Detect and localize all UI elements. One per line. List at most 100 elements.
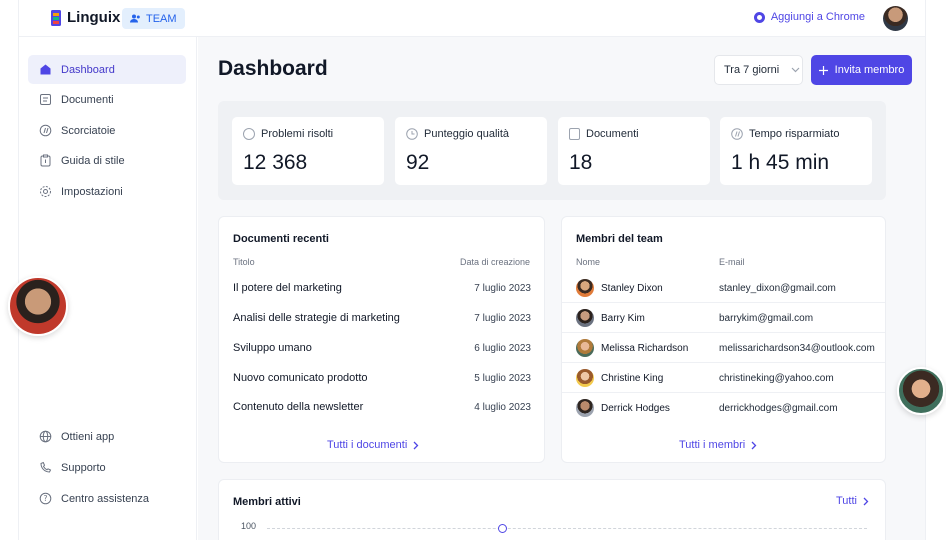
all-members-label: Tutti i membri bbox=[679, 439, 746, 451]
date-range-select[interactable]: Tra 7 giorni bbox=[714, 55, 803, 85]
info-circle-icon bbox=[243, 128, 255, 140]
sidebar-item-label: Scorciatoie bbox=[61, 124, 116, 137]
shortcut-icon bbox=[39, 124, 52, 137]
help-icon: ? bbox=[39, 492, 52, 505]
stat-card-quality: Punteggio qualità 92 bbox=[395, 117, 547, 185]
sidebar-item-support[interactable]: Supporto bbox=[28, 453, 186, 482]
document-date: 6 luglio 2023 bbox=[474, 343, 531, 354]
table-row[interactable]: Stanley Dixon stanley_dixon@gmail.com bbox=[562, 273, 885, 303]
member-name: Christine King bbox=[601, 373, 664, 384]
stat-label: Documenti bbox=[586, 128, 639, 140]
decorative-avatar bbox=[8, 276, 68, 336]
stat-card-issues: Problemi risolti 12 368 bbox=[232, 117, 384, 185]
card-title: Documenti recenti bbox=[233, 233, 329, 245]
clock-icon bbox=[406, 128, 418, 140]
card-title: Membri del team bbox=[576, 233, 663, 245]
sidebar-item-dashboard[interactable]: Dashboard bbox=[28, 55, 186, 84]
invite-member-label: Invita membro bbox=[834, 64, 905, 76]
document-date: 7 luglio 2023 bbox=[474, 283, 531, 294]
globe-icon bbox=[39, 430, 52, 443]
document-title: Analisi delle strategie di marketing bbox=[233, 312, 400, 324]
document-title: Contenuto della newsletter bbox=[233, 401, 364, 413]
document-date: 4 luglio 2023 bbox=[474, 402, 531, 413]
date-range-value: Tra 7 giorni bbox=[724, 64, 780, 76]
all-documents-label: Tutti i documenti bbox=[327, 439, 408, 451]
add-to-chrome-link[interactable]: Aggiungi a Chrome bbox=[753, 11, 865, 23]
team-badge[interactable]: TEAM bbox=[122, 8, 185, 29]
sidebar-item-label: Impostazioni bbox=[61, 185, 123, 198]
avatar bbox=[576, 339, 594, 357]
svg-text:?: ? bbox=[44, 494, 48, 503]
document-title: Il potere del marketing bbox=[233, 282, 342, 294]
stat-card-documents: Documenti 18 bbox=[558, 117, 710, 185]
stats-panel: Problemi risolti 12 368 Punteggio qualit… bbox=[218, 101, 886, 200]
avatar bbox=[576, 309, 594, 327]
table-row[interactable]: Derrick Hodges derrickhodges@gmail.com bbox=[562, 393, 885, 423]
all-active-label: Tutti bbox=[836, 495, 857, 507]
chevron-down-icon bbox=[791, 67, 800, 73]
app-window: Linguix TEAM Aggiungi a Chrome Dashboard… bbox=[18, 0, 926, 540]
chart-point[interactable] bbox=[498, 524, 507, 533]
member-name: Stanley Dixon bbox=[601, 283, 663, 294]
all-members-link[interactable]: Tutti i membri bbox=[679, 439, 757, 451]
sidebar-item-settings[interactable]: Impostazioni bbox=[28, 177, 186, 206]
sidebar-item-style-guide[interactable]: Guida di stile bbox=[28, 146, 186, 175]
sidebar-item-label: Guida di stile bbox=[61, 154, 125, 167]
table-row[interactable]: Barry Kim barrykim@gmail.com bbox=[562, 303, 885, 333]
document-date: 5 luglio 2023 bbox=[474, 373, 531, 384]
stat-label: Problemi risolti bbox=[261, 128, 334, 140]
table-row[interactable]: Christine King christineking@yahoo.com bbox=[562, 363, 885, 393]
add-to-chrome-label: Aggiungi a Chrome bbox=[770, 11, 865, 23]
member-email: christineking@yahoo.com bbox=[719, 373, 834, 384]
y-axis-tick: 100 bbox=[241, 521, 257, 531]
users-icon bbox=[130, 14, 140, 23]
plus-icon bbox=[818, 65, 828, 75]
gear-icon bbox=[39, 185, 52, 198]
column-header-title: Titolo bbox=[233, 257, 255, 267]
column-header-name: Nome bbox=[576, 257, 601, 267]
sidebar-item-help-center[interactable]: ? Centro assistenza bbox=[28, 484, 186, 513]
stat-card-time-saved: Tempo risparmiato 1 h 45 min bbox=[720, 117, 872, 185]
sidebar-item-shortcuts[interactable]: Scorciatoie bbox=[28, 116, 186, 145]
card-title: Membri attivi bbox=[233, 496, 301, 508]
document-icon bbox=[569, 128, 580, 140]
column-header-email: E-mail bbox=[719, 257, 745, 267]
page-title: Dashboard bbox=[218, 57, 328, 80]
avatar bbox=[576, 279, 594, 297]
table-row[interactable]: Melissa Richardson melissarichardson34@o… bbox=[562, 333, 885, 363]
chevron-right-icon bbox=[413, 441, 419, 449]
member-email: melissarichardson34@outlook.com bbox=[719, 343, 875, 354]
sidebar-item-get-app[interactable]: Ottieni app bbox=[28, 422, 186, 451]
sidebar-item-label: Supporto bbox=[61, 461, 106, 474]
member-email: stanley_dixon@gmail.com bbox=[719, 283, 836, 294]
team-members-card: Membri del team Nome E-mail Stanley Dixo… bbox=[561, 216, 886, 463]
sidebar-item-label: Dashboard bbox=[61, 63, 115, 76]
stat-value: 12 368 bbox=[243, 151, 308, 174]
chevron-right-icon bbox=[863, 497, 869, 505]
document-title: Nuovo comunicato prodotto bbox=[233, 372, 368, 384]
sidebar-item-label: Documenti bbox=[61, 93, 114, 106]
stat-label: Punteggio qualità bbox=[424, 128, 510, 140]
stat-value: 1 h 45 min bbox=[731, 151, 830, 174]
document-title: Sviluppo umano bbox=[233, 342, 312, 354]
sidebar-item-label: Centro assistenza bbox=[61, 492, 150, 505]
all-active-link[interactable]: Tutti bbox=[836, 495, 869, 507]
member-name: Melissa Richardson bbox=[601, 343, 689, 354]
style-guide-icon bbox=[39, 154, 52, 167]
recent-documents-card: Documenti recenti Titolo Data di creazio… bbox=[218, 216, 545, 463]
app-name: Linguix bbox=[67, 9, 121, 26]
invite-member-button[interactable]: Invita membro bbox=[811, 55, 912, 85]
grid-line bbox=[267, 528, 867, 529]
home-icon bbox=[39, 63, 52, 76]
stat-value: 18 bbox=[569, 151, 593, 174]
chevron-right-icon bbox=[751, 441, 757, 449]
all-documents-link[interactable]: Tutti i documenti bbox=[327, 439, 419, 451]
document-date: 7 luglio 2023 bbox=[474, 313, 531, 324]
phone-icon bbox=[39, 461, 52, 474]
sidebar-item-documents[interactable]: Documenti bbox=[28, 85, 186, 114]
member-email: barrykim@gmail.com bbox=[719, 313, 814, 324]
top-bar: Linguix TEAM Aggiungi a Chrome bbox=[19, 0, 925, 37]
column-header-date: Data di creazione bbox=[459, 257, 530, 267]
member-name: Barry Kim bbox=[601, 313, 645, 324]
user-avatar[interactable] bbox=[883, 6, 908, 31]
